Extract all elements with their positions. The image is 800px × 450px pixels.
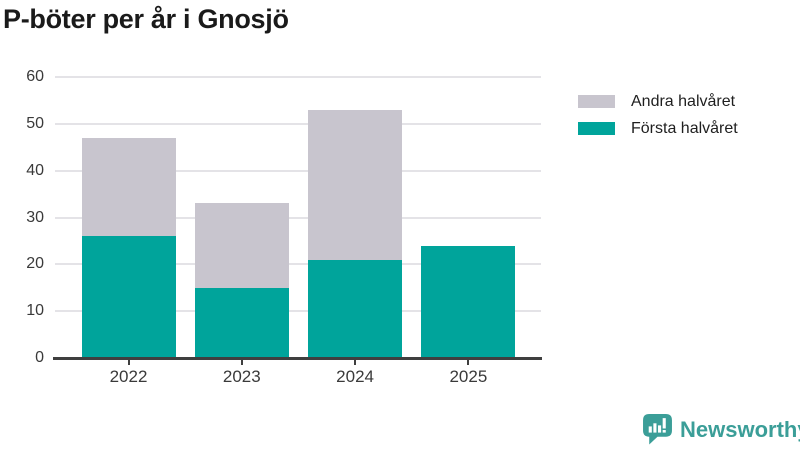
legend-label: Första halvåret — [631, 119, 738, 137]
bar-segment — [81, 137, 176, 237]
bar-segment — [194, 287, 289, 358]
x-axis-tick — [467, 360, 470, 365]
gridline — [55, 169, 541, 172]
legend: Andra halvåret Första halvåret — [578, 88, 738, 142]
bar-segment — [194, 203, 289, 288]
legend-label: Andra halvåret — [631, 92, 736, 110]
gridline — [55, 76, 541, 78]
y-axis-label: 50 — [26, 114, 44, 132]
x-axis-tick — [240, 360, 243, 365]
x-axis-tick — [354, 360, 357, 365]
bar-segment — [308, 109, 403, 260]
legend-swatch — [578, 95, 615, 108]
legend-item: Andra halvåret — [578, 88, 738, 115]
legend-swatch — [578, 122, 615, 135]
x-axis-label: 2022 — [109, 367, 148, 386]
bar-segment — [421, 245, 516, 358]
y-axis-label: 60 — [26, 68, 44, 85]
brand-link[interactable]: Newsworthy — [643, 414, 800, 445]
gridline — [55, 216, 541, 219]
x-axis-line — [53, 357, 542, 360]
y-axis-label: 20 — [26, 255, 44, 273]
brand-name: Newsworthy — [680, 417, 800, 442]
newsworthy-logo-icon — [643, 414, 672, 445]
legend-item: Första halvåret — [578, 115, 738, 142]
y-axis-label: 40 — [26, 161, 44, 179]
x-axis-label: 2023 — [222, 367, 261, 386]
bar-segment — [81, 236, 176, 358]
y-axis-label: 0 — [35, 349, 44, 366]
x-axis-label: 2024 — [336, 367, 374, 386]
x-axis-tick — [127, 360, 130, 365]
chart-title: P-böter per år i Gnosjö — [3, 4, 289, 34]
y-axis-label: 30 — [26, 208, 44, 226]
gridline — [55, 263, 541, 266]
gridline — [55, 122, 541, 125]
gridline — [55, 310, 541, 313]
y-axis-label: 10 — [26, 302, 44, 320]
bar-segment — [308, 259, 403, 358]
x-axis-label: 2025 — [449, 367, 488, 386]
